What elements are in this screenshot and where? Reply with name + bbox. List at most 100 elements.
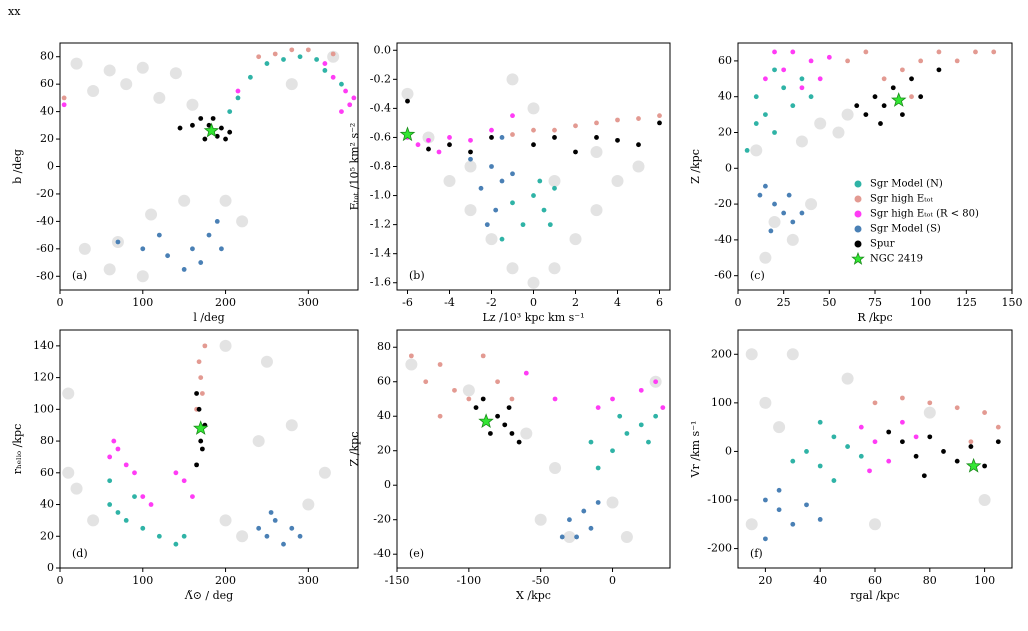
point bbox=[196, 406, 202, 412]
point bbox=[753, 94, 759, 100]
star-marker bbox=[399, 126, 416, 142]
point bbox=[107, 454, 113, 460]
point bbox=[401, 87, 414, 100]
y-tick-label: 20 bbox=[40, 529, 54, 542]
axes-frame bbox=[737, 329, 1013, 569]
point bbox=[181, 478, 187, 484]
x-tick-label: 6 bbox=[656, 296, 663, 309]
point bbox=[351, 95, 357, 101]
point bbox=[484, 222, 490, 228]
point bbox=[995, 424, 1001, 430]
point bbox=[115, 510, 121, 515]
y-axis-label: Z /kpc bbox=[689, 149, 702, 184]
point bbox=[198, 116, 204, 121]
point bbox=[900, 112, 905, 117]
figure-label: xx bbox=[8, 5, 21, 18]
point bbox=[227, 129, 233, 135]
point bbox=[437, 362, 443, 367]
point bbox=[464, 160, 477, 173]
y-tick-label: 60 bbox=[377, 375, 391, 388]
point bbox=[620, 530, 633, 543]
point bbox=[744, 147, 750, 153]
y-tick-label: -200 bbox=[707, 542, 732, 555]
point bbox=[763, 497, 768, 503]
star-marker bbox=[478, 413, 494, 429]
legend-label: Sgr Model (N) bbox=[870, 179, 943, 190]
y-tick-label: 40 bbox=[718, 90, 732, 103]
point bbox=[588, 525, 594, 531]
point bbox=[611, 175, 624, 188]
y-tick-label: -0.2 bbox=[370, 72, 391, 85]
point bbox=[219, 194, 232, 207]
point bbox=[447, 142, 452, 148]
point bbox=[657, 120, 662, 126]
point bbox=[219, 339, 232, 352]
point bbox=[595, 465, 601, 471]
point bbox=[872, 400, 878, 406]
point bbox=[968, 444, 974, 449]
point bbox=[468, 156, 473, 162]
point bbox=[590, 145, 603, 158]
point bbox=[909, 76, 914, 82]
point bbox=[968, 439, 974, 445]
point bbox=[921, 473, 927, 479]
point bbox=[190, 122, 195, 128]
point bbox=[111, 438, 117, 444]
point bbox=[426, 146, 431, 152]
point bbox=[264, 61, 270, 66]
point bbox=[186, 98, 199, 111]
point bbox=[493, 207, 499, 213]
point bbox=[759, 251, 772, 264]
point bbox=[978, 494, 991, 506]
point bbox=[190, 494, 195, 499]
x-tick-label: 60 bbox=[868, 574, 882, 587]
point bbox=[264, 533, 270, 539]
y-tick-label: -20 bbox=[373, 513, 391, 526]
point bbox=[339, 109, 344, 115]
y-tick-label: -20 bbox=[714, 197, 732, 210]
point bbox=[537, 178, 543, 184]
point bbox=[826, 54, 832, 60]
x-tick-label: 0 bbox=[530, 296, 537, 309]
point bbox=[831, 434, 837, 440]
point bbox=[510, 132, 515, 137]
point bbox=[426, 137, 431, 143]
point bbox=[567, 517, 572, 523]
point bbox=[660, 405, 666, 411]
point bbox=[790, 103, 796, 109]
point bbox=[506, 262, 519, 275]
point bbox=[632, 160, 645, 173]
point bbox=[573, 123, 578, 129]
point bbox=[776, 507, 782, 513]
point bbox=[132, 470, 137, 476]
point bbox=[636, 116, 641, 121]
legend-marker bbox=[854, 180, 862, 188]
point bbox=[194, 391, 199, 396]
point bbox=[590, 204, 603, 217]
y-axis-label: b /deg bbox=[11, 149, 24, 184]
point bbox=[489, 127, 494, 133]
point bbox=[87, 85, 100, 98]
legend-label: Sgr high Eₜₒₜ (R < 80) bbox=[870, 209, 979, 220]
point bbox=[863, 112, 869, 117]
point bbox=[196, 359, 202, 365]
point bbox=[923, 406, 936, 419]
point bbox=[799, 85, 805, 91]
point bbox=[132, 494, 137, 499]
point bbox=[817, 76, 823, 82]
point bbox=[520, 222, 526, 228]
point bbox=[343, 88, 348, 94]
point bbox=[872, 439, 878, 445]
x-tick-label: 75 bbox=[868, 296, 882, 309]
y-tick-label: 80 bbox=[40, 50, 54, 63]
point bbox=[841, 108, 854, 121]
point bbox=[281, 57, 286, 62]
point bbox=[489, 164, 494, 169]
x-tick-label: 150 bbox=[1002, 296, 1023, 309]
point bbox=[841, 372, 854, 385]
point bbox=[886, 429, 892, 435]
point bbox=[62, 466, 75, 479]
point bbox=[408, 353, 414, 359]
point bbox=[763, 183, 768, 189]
point bbox=[886, 458, 892, 464]
